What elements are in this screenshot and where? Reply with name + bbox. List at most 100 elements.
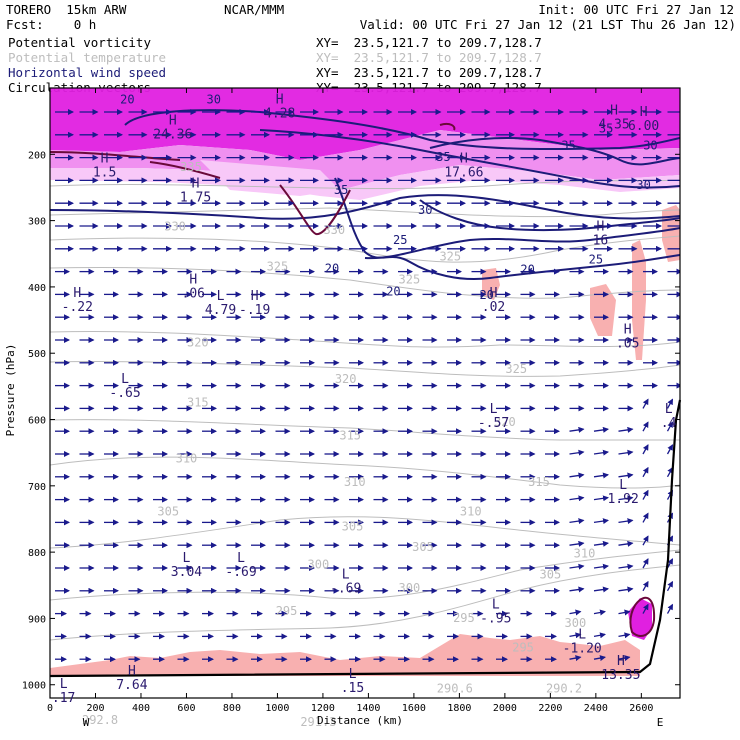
contour-labels: 335 330 330 325 325 325 320 320 325 315 315 320 310 3… [52,92,677,729]
pv-high-marker: H [251,289,259,304]
pv-extremum-value: .02 [482,300,505,315]
pv-extremum-value: 4.35 [598,118,629,133]
theta-label: 310 [344,475,366,489]
circulation-vector [569,540,585,547]
pv-low-marker: L [490,402,498,417]
circulation-vector [618,472,634,479]
y-tick-label: 900 [28,614,46,625]
plot-frame [49,87,681,699]
pv-extremum-value: .05 [616,336,639,351]
circulation-vector [618,518,634,525]
pv-low-marker: L [237,551,245,566]
forecast-hour: Fcst: 0 h [6,17,97,32]
wind-speed-label: 20 [386,285,400,299]
theta-label: 305 [412,540,434,554]
circulation-vector [569,563,585,570]
pv-high-marker: H [640,105,648,120]
circulation-vector [569,518,585,525]
pv-extremum-value: -.69 [225,565,256,580]
x-tick-label: 1000 [265,703,289,714]
circulation-vector [618,426,634,433]
circulation-vector [642,466,649,478]
pv-extremum-value: 3.04 [171,565,202,580]
circulation-vector [593,563,609,570]
circulation-vector [593,540,609,547]
circulation-vector [569,426,585,433]
x-tick-label: 200 [86,703,104,714]
valid-time: Valid: 00 UTC Fri 27 Jan 12 (21 LST Thu … [359,17,736,32]
circulation-vector [618,449,634,456]
circulation-vector [618,655,631,662]
legend-potential-temperature: Potential temperature [8,50,167,65]
wind-speed-label: 35 [599,121,613,135]
x-tick-label: 1600 [402,703,426,714]
y-tick-label: 300 [28,217,46,228]
y-tick-label: 800 [28,548,46,559]
x-tick-label: 2200 [538,703,562,714]
circulation-vector [569,609,582,616]
theta-label: 335 [180,160,202,174]
pv-high-marker: H [276,92,284,107]
pv-high-marker: H [192,176,200,191]
theta-label: 290.2 [546,682,582,696]
theta-label: 295 [276,604,298,618]
pv-low-marker: L [121,372,129,387]
legend-horizontal-wind-speed-xy: XY= 23.5,121.7 to 209.7,128.7 [316,65,542,80]
circulation-vector [642,444,649,455]
circulation-vector [666,558,674,569]
pv-extremum-value: -.57 [478,416,509,431]
theta-label: 320 [187,336,209,350]
circulation-vector [666,580,674,592]
circulation-vector [593,655,606,662]
model-title: TORERO 15km ARW [6,2,127,17]
circulation-vector [569,449,585,456]
pv-high-marker: H [617,654,625,669]
circulation-vector [618,495,634,502]
circulation-vector [618,563,634,570]
circulation-vector [618,632,631,639]
pv-extremum-value: -.65 [109,386,140,401]
pv-shading-upper [50,88,680,200]
pv-high-marker: H [460,151,468,166]
theta-label: 310 [176,452,198,466]
circulation-vector [642,603,649,614]
y-tick-label: 500 [28,349,46,360]
west-marker: W [83,716,90,729]
pv-high-marker: H [128,664,136,679]
wind-speed-label: 35 [561,139,575,153]
wind-speed-label: 20 [479,288,493,302]
theta-label: 315 [339,428,361,442]
circulation-vectors [55,109,680,663]
theta-label: 290.6 [437,682,473,696]
pv-extremum-value: .17 [52,691,75,706]
pv-high-marker: H [169,113,177,128]
organization: NCAR/MMM [224,2,285,17]
theta-label: 305 [342,519,364,533]
theta-label: 300 [399,581,421,595]
y-tick-label: 1000 [22,681,46,692]
x-tick-label: 2400 [584,703,608,714]
circulation-vector [618,540,634,547]
wind-speed-label: 30 [636,178,650,192]
pv-extremum-value: -.95 [480,611,511,626]
x-tick-label: 1800 [447,703,471,714]
theta-label: 325 [399,273,421,287]
x-tick-label: 1400 [356,703,380,714]
wind-speed-label: 25 [393,233,407,247]
x-tick-label: 1200 [311,703,335,714]
pv-high-marker: H [73,286,81,301]
axes: 0 200 400 600 800 1000 1200 1400 1600 1800 2000 220… [22,88,680,714]
pv-extremum-value: .15 [341,681,364,696]
pv-extremum-value: 4.28 [264,106,295,121]
legend-potential-vorticity-xy: XY= 23.5,121.7 to 209.7,128.7 [316,35,542,50]
pv-extremum-value: 17.66 [444,165,483,180]
wind-speed-label: 35 [334,183,348,197]
pv-extremum-value: -.19 [239,303,270,318]
pv-low-marker: L [60,677,68,692]
circulation-vector [569,495,585,502]
y-tick-label: 400 [28,283,46,294]
y-tick-label: 600 [28,416,46,427]
pv-extremum-value: .06 [182,287,205,302]
pv-low-marker: L [349,667,357,682]
